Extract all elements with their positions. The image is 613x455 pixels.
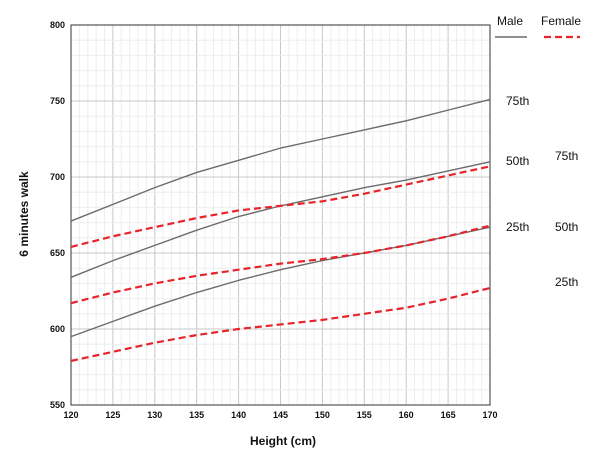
female-25th-line [70,286,491,362]
x-tick-label: 130 [147,410,162,420]
percentile-labels: 75th 50th 25th 75th 50th 25th [506,94,578,289]
legend-label-female: Female [541,14,581,28]
axis-ticks: 120 125 130 135 140 145 150 155 160 165 170 550 600 6… [50,20,498,420]
male-50th-label: 50th [506,154,529,168]
y-tick-label: 700 [50,172,65,182]
female-75th-line [70,165,491,248]
x-tick-label: 145 [273,410,288,420]
female-50th-line [70,224,491,305]
x-axis-title: Height (cm) [250,434,316,448]
male-25th-label: 25th [506,220,529,234]
series-lines [70,98,491,362]
plot-area-frame [70,24,491,406]
grid-lines [70,24,491,406]
legend-label-male: Male [497,14,523,28]
x-tick-label: 155 [357,410,372,420]
male-75th-line [70,98,491,222]
x-tick-label: 165 [441,410,456,420]
x-tick-label: 140 [231,410,246,420]
female-75th-label: 75th [555,149,578,163]
y-tick-label: 600 [50,324,65,334]
y-tick-label: 750 [50,96,65,106]
female-25th-label: 25th [555,275,578,289]
male-75th-label: 75th [506,94,529,108]
x-tick-label: 170 [482,410,497,420]
x-tick-label: 135 [189,410,204,420]
x-tick-label: 150 [315,410,330,420]
x-tick-label: 120 [63,410,78,420]
y-axis-title: 6 minutes walk [17,171,31,257]
x-tick-label: 160 [399,410,414,420]
y-tick-label: 550 [50,400,65,410]
x-tick-label: 125 [105,410,120,420]
legend: Male Female [495,14,581,39]
female-50th-label: 50th [555,220,578,234]
y-tick-label: 800 [50,20,65,30]
y-tick-label: 650 [50,248,65,258]
